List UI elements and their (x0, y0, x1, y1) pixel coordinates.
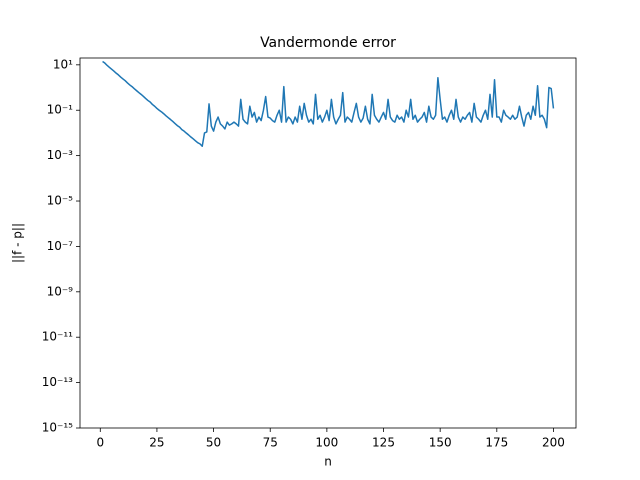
x-tick-label: 125 (372, 436, 395, 450)
x-axis-label: n (324, 455, 332, 469)
x-tick-label: 50 (206, 436, 221, 450)
y-axis-label: ||f - p|| (11, 223, 25, 263)
x-tick-label: 0 (96, 436, 104, 450)
data-line (102, 60, 555, 147)
y-tick-label: 10⁻¹¹ (42, 330, 73, 344)
x-tick-label: 100 (315, 436, 338, 450)
x-tick-label: 25 (149, 436, 164, 450)
y-tick-label: 10⁻¹⁵ (42, 421, 73, 435)
x-tick-label: 150 (429, 436, 452, 450)
y-tick-label: 10¹ (53, 57, 73, 71)
x-tick-label: 200 (542, 436, 565, 450)
y-tick-label: 10⁻¹³ (42, 375, 73, 389)
x-tick-label: 75 (263, 436, 278, 450)
y-tick-label: 10⁻¹ (47, 103, 74, 117)
y-tick-label: 10⁻³ (47, 148, 74, 162)
plot-frame (79, 57, 577, 429)
y-tick-label: 10⁻⁷ (47, 239, 74, 253)
chart-title: Vandermonde error (260, 35, 396, 51)
x-tick-label: 175 (485, 436, 508, 450)
y-tick-label: 10⁻⁵ (47, 194, 74, 208)
y-tick-label: 10⁻⁹ (47, 284, 74, 298)
